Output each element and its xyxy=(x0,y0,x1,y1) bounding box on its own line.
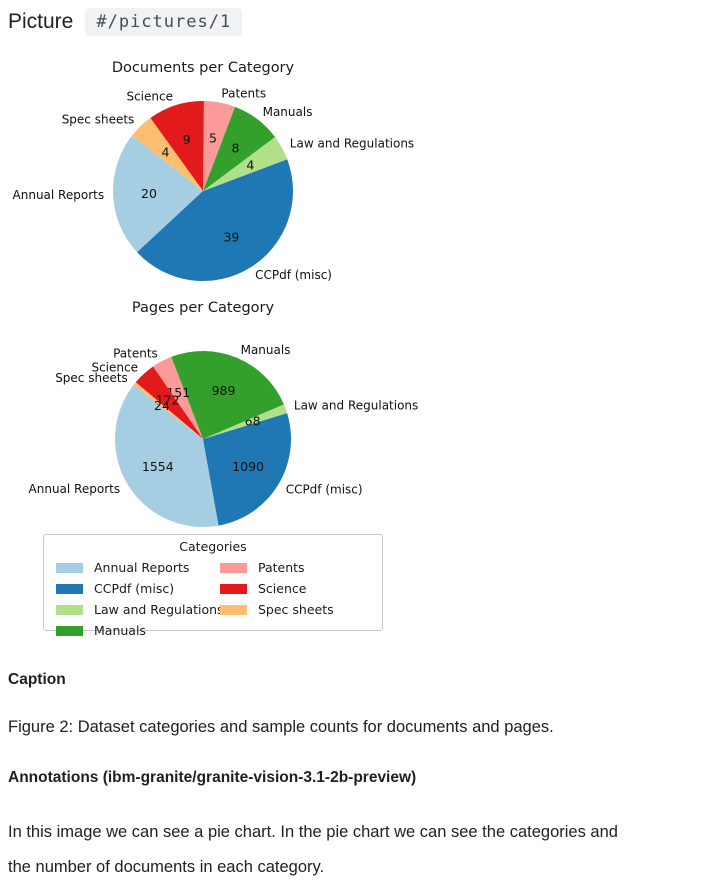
legend-swatch xyxy=(56,625,83,636)
pie-label-patents: Patents xyxy=(221,87,266,101)
pie-label-annual-reports: Annual Reports xyxy=(29,482,121,496)
legend-swatch xyxy=(220,562,247,573)
figure-caption-text: Figure 2: Dataset categories and sample … xyxy=(8,718,554,736)
annotations-line-1: In this image we can see a pie chart. In… xyxy=(8,823,618,841)
pages-pie-chart: Annual Reports 1554 CCPdf (misc) 1090 Law an… xyxy=(29,343,418,528)
pie-value-annual-reports: 20 xyxy=(141,186,157,201)
annotations-heading: Annotations (ibm-granite/granite-vision-… xyxy=(8,769,417,786)
pie-label-manuals: Manuals xyxy=(263,105,313,119)
documents-pie-title: Documents per Category xyxy=(111,60,295,76)
legend-label: Spec sheets xyxy=(258,602,334,617)
legend-item-law-and-regulations: Law and Regulations xyxy=(56,599,224,620)
pie-wedge-patents xyxy=(203,101,235,191)
legend-swatch xyxy=(56,583,83,594)
legend-item-ccpdf-misc-: CCPdf (misc) xyxy=(56,578,220,599)
legend-item-patents: Patents xyxy=(220,557,334,578)
picture-header: Picture #/pictures/1 xyxy=(8,8,243,36)
pie-wedge-manuals xyxy=(171,350,284,439)
pie-label-ccpdf-misc-: CCPdf (misc) xyxy=(255,268,332,282)
pie-wedge-manuals xyxy=(203,106,276,191)
pie-value-science: 9 xyxy=(183,132,191,147)
pie-label-spec-sheets: Spec sheets xyxy=(55,371,128,385)
pie-wedge-science xyxy=(135,366,203,439)
legend-item-annual-reports: Annual Reports xyxy=(56,557,220,578)
annotations-line-2: the number of documents in each category… xyxy=(8,858,325,876)
pie-value-spec-sheets: 24 xyxy=(154,398,170,413)
pie-wedge-spec-sheets xyxy=(132,118,203,191)
legend-label: Science xyxy=(258,581,307,596)
pie-wedge-ccpdf-misc- xyxy=(137,159,294,281)
legend-item-manuals: Manuals xyxy=(56,620,220,641)
legend-label: Patents xyxy=(258,560,305,575)
legend-swatch xyxy=(220,604,247,615)
pie-label-annual-reports: Annual Reports xyxy=(13,188,105,202)
page-title: Picture xyxy=(8,10,74,33)
pie-label-spec-sheets: Spec sheets xyxy=(62,113,135,127)
pie-label-science: Science xyxy=(126,90,173,104)
pie-value-law-and-regulations: 4 xyxy=(246,158,254,173)
pie-wedge-science xyxy=(150,100,204,191)
legend-item-science: Science xyxy=(220,578,334,599)
legend-column-1: Annual Reports CCPdf (misc) Law and Regula… xyxy=(56,557,224,641)
pages-pie-title: Pages per Category xyxy=(131,300,275,316)
legend-item-spec-sheets: Spec sheets xyxy=(220,599,334,620)
legend-title: Categories xyxy=(179,539,247,554)
legend-column-2: Patents Science Spec sheets xyxy=(220,557,334,641)
pie-wedge-patents xyxy=(153,356,203,439)
pie-label-law-and-regulations: Law and Regulations xyxy=(290,136,414,150)
legend-swatch xyxy=(56,562,83,573)
pie-value-manuals: 989 xyxy=(212,383,236,398)
legend-swatch xyxy=(56,604,83,615)
pie-wedge-ccpdf-misc- xyxy=(203,413,291,526)
legend-label: CCPdf (misc) xyxy=(94,581,175,596)
pie-label-science: Science xyxy=(91,360,138,374)
caption-heading: Caption xyxy=(8,671,66,688)
pie-value-science: 172 xyxy=(156,392,180,407)
annotations-text: In this image we can see a pie chart. In… xyxy=(8,815,720,885)
pie-wedge-annual-reports xyxy=(115,384,219,528)
legend-label: Manuals xyxy=(94,623,146,638)
pie-wedge-spec-sheets xyxy=(133,382,203,439)
categories-legend: Categories Annual Reports CCPdf (misc) Law… xyxy=(43,534,383,638)
pie-value-spec-sheets: 4 xyxy=(162,145,170,160)
legend-swatch xyxy=(220,583,247,594)
pie-value-patents: 5 xyxy=(209,130,217,145)
pie-label-patents: Patents xyxy=(113,346,158,360)
pie-label-manuals: Manuals xyxy=(241,343,291,357)
pie-wedge-law-and-regulations xyxy=(203,404,288,439)
picture-reference-chip[interactable]: #/pictures/1 xyxy=(85,8,243,36)
pie-value-ccpdf-misc-: 1090 xyxy=(232,459,264,474)
legend-label: Annual Reports xyxy=(94,560,190,575)
legend-label: Law and Regulations xyxy=(94,602,224,617)
pie-wedge-annual-reports xyxy=(113,135,203,253)
pie-wedge-law-and-regulations xyxy=(203,137,288,191)
documents-pie-chart: Annual Reports 20 CCPdf (misc) 39 Law and Re… xyxy=(13,87,415,283)
pie-value-annual-reports: 1554 xyxy=(142,459,174,474)
pie-value-ccpdf-misc-: 39 xyxy=(223,229,239,244)
pie-label-law-and-regulations: Law and Regulations xyxy=(294,399,418,413)
pie-value-manuals: 8 xyxy=(232,140,240,155)
pie-label-ccpdf-misc-: CCPdf (misc) xyxy=(286,482,363,496)
